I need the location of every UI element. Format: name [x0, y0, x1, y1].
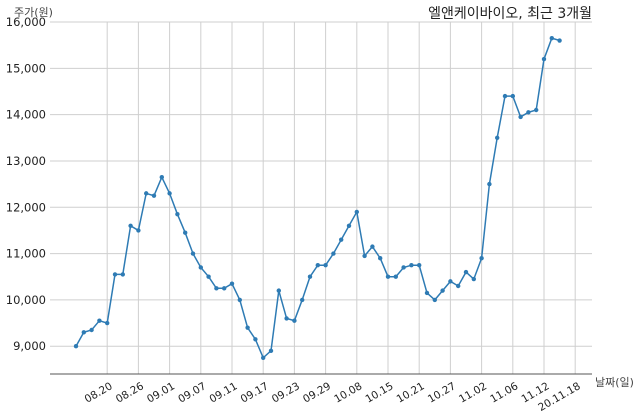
y-tick-label: 11,000 [6, 247, 46, 261]
data-point [432, 297, 437, 303]
data-point [229, 281, 235, 286]
data-point [315, 262, 320, 268]
data-point [487, 181, 492, 187]
data-point [206, 274, 211, 279]
data-point [354, 209, 359, 215]
data-point [409, 262, 414, 268]
data-point [97, 318, 102, 323]
data-point [307, 274, 313, 279]
data-point [245, 325, 250, 330]
x-tick-label: 10.08 [332, 380, 364, 405]
data-point [183, 230, 188, 235]
data-point [261, 355, 266, 360]
data-point [541, 56, 547, 62]
data-point [73, 344, 79, 349]
data-point [526, 110, 531, 115]
data-point [495, 135, 500, 140]
x-tick-labels: 08.20 08.26 09.01 09.07 09.11 09.17 09.23 09.29… [83, 380, 583, 414]
data-point [190, 251, 196, 256]
grid [50, 21, 592, 374]
y-tick-labels: 9,000 10,000 11,000 12,000 13,000 14,000 15,00… [6, 15, 46, 353]
y-tick-label: 15,000 [6, 61, 46, 75]
x-tick-label: 10.15 [363, 380, 395, 405]
data-point [144, 191, 149, 196]
x-tick-label: 11.06 [488, 380, 520, 406]
data-point [456, 283, 461, 289]
data-point [362, 253, 367, 259]
data-point [253, 337, 258, 342]
data-point [518, 114, 523, 120]
x-tick-label: 11.02 [457, 380, 489, 405]
data-point [151, 193, 157, 198]
x-axis-label: 날짜(일) [595, 375, 634, 389]
data-point [378, 256, 383, 261]
data-point [120, 272, 126, 277]
x-tick-label: 10.27 [426, 380, 458, 405]
data-point [167, 191, 172, 196]
x-tick-label: 09.01 [145, 380, 177, 405]
series [73, 36, 562, 360]
data-point [424, 290, 430, 296]
data-point [502, 93, 508, 99]
data-point [300, 297, 305, 303]
series-line [75, 37, 560, 360]
data-point [198, 265, 203, 270]
data-point [440, 288, 445, 293]
y-tick-label: 9,000 [13, 339, 46, 353]
x-tick-label: 09.11 [207, 380, 239, 405]
data-point [557, 38, 562, 43]
data-point [510, 93, 515, 99]
data-point [136, 228, 141, 233]
x-tick-label: 09.17 [239, 380, 271, 405]
data-point [284, 316, 289, 321]
y-tick-label: 12,000 [6, 200, 46, 214]
data-point [81, 330, 87, 335]
data-point [385, 274, 391, 279]
y-tick-label: 10,000 [6, 293, 46, 307]
data-point [339, 237, 344, 242]
x-tick-label: 08.20 [83, 380, 115, 405]
data-point [159, 174, 164, 180]
data-point [268, 348, 274, 354]
data-point [323, 262, 328, 268]
data-point [276, 288, 281, 293]
data-point [128, 223, 133, 228]
data-point [417, 262, 422, 268]
data-point [534, 107, 539, 113]
x-tick-label: 09.29 [301, 380, 333, 405]
chart-title: 엘앤케이바이오, 최근 3개월 [428, 6, 592, 22]
data-point [237, 297, 242, 303]
data-point [401, 265, 406, 270]
x-tick-label: 09.23 [270, 380, 302, 405]
data-point [448, 279, 453, 284]
x-tick-label: 09.07 [176, 380, 208, 405]
y-tick-label: 16,000 [6, 15, 46, 29]
y-tick-label: 14,000 [6, 108, 46, 122]
data-point [331, 251, 336, 256]
data-point [463, 269, 469, 275]
data-point [105, 320, 110, 326]
y-tick-label: 13,000 [6, 154, 46, 168]
data-point [549, 36, 554, 41]
data-point [479, 256, 484, 261]
data-point [222, 286, 227, 291]
data-point [175, 212, 180, 217]
data-point [346, 223, 352, 228]
data-point [112, 272, 118, 277]
data-point [89, 327, 94, 333]
data-point [393, 274, 398, 279]
y-axis-label: 주가(원) [14, 6, 53, 19]
x-tick-label: 10.21 [395, 380, 427, 405]
data-point [370, 244, 375, 249]
x-tick-label: 08.26 [114, 380, 146, 406]
data-point [214, 286, 219, 291]
data-point [292, 318, 297, 323]
data-point [471, 276, 476, 282]
